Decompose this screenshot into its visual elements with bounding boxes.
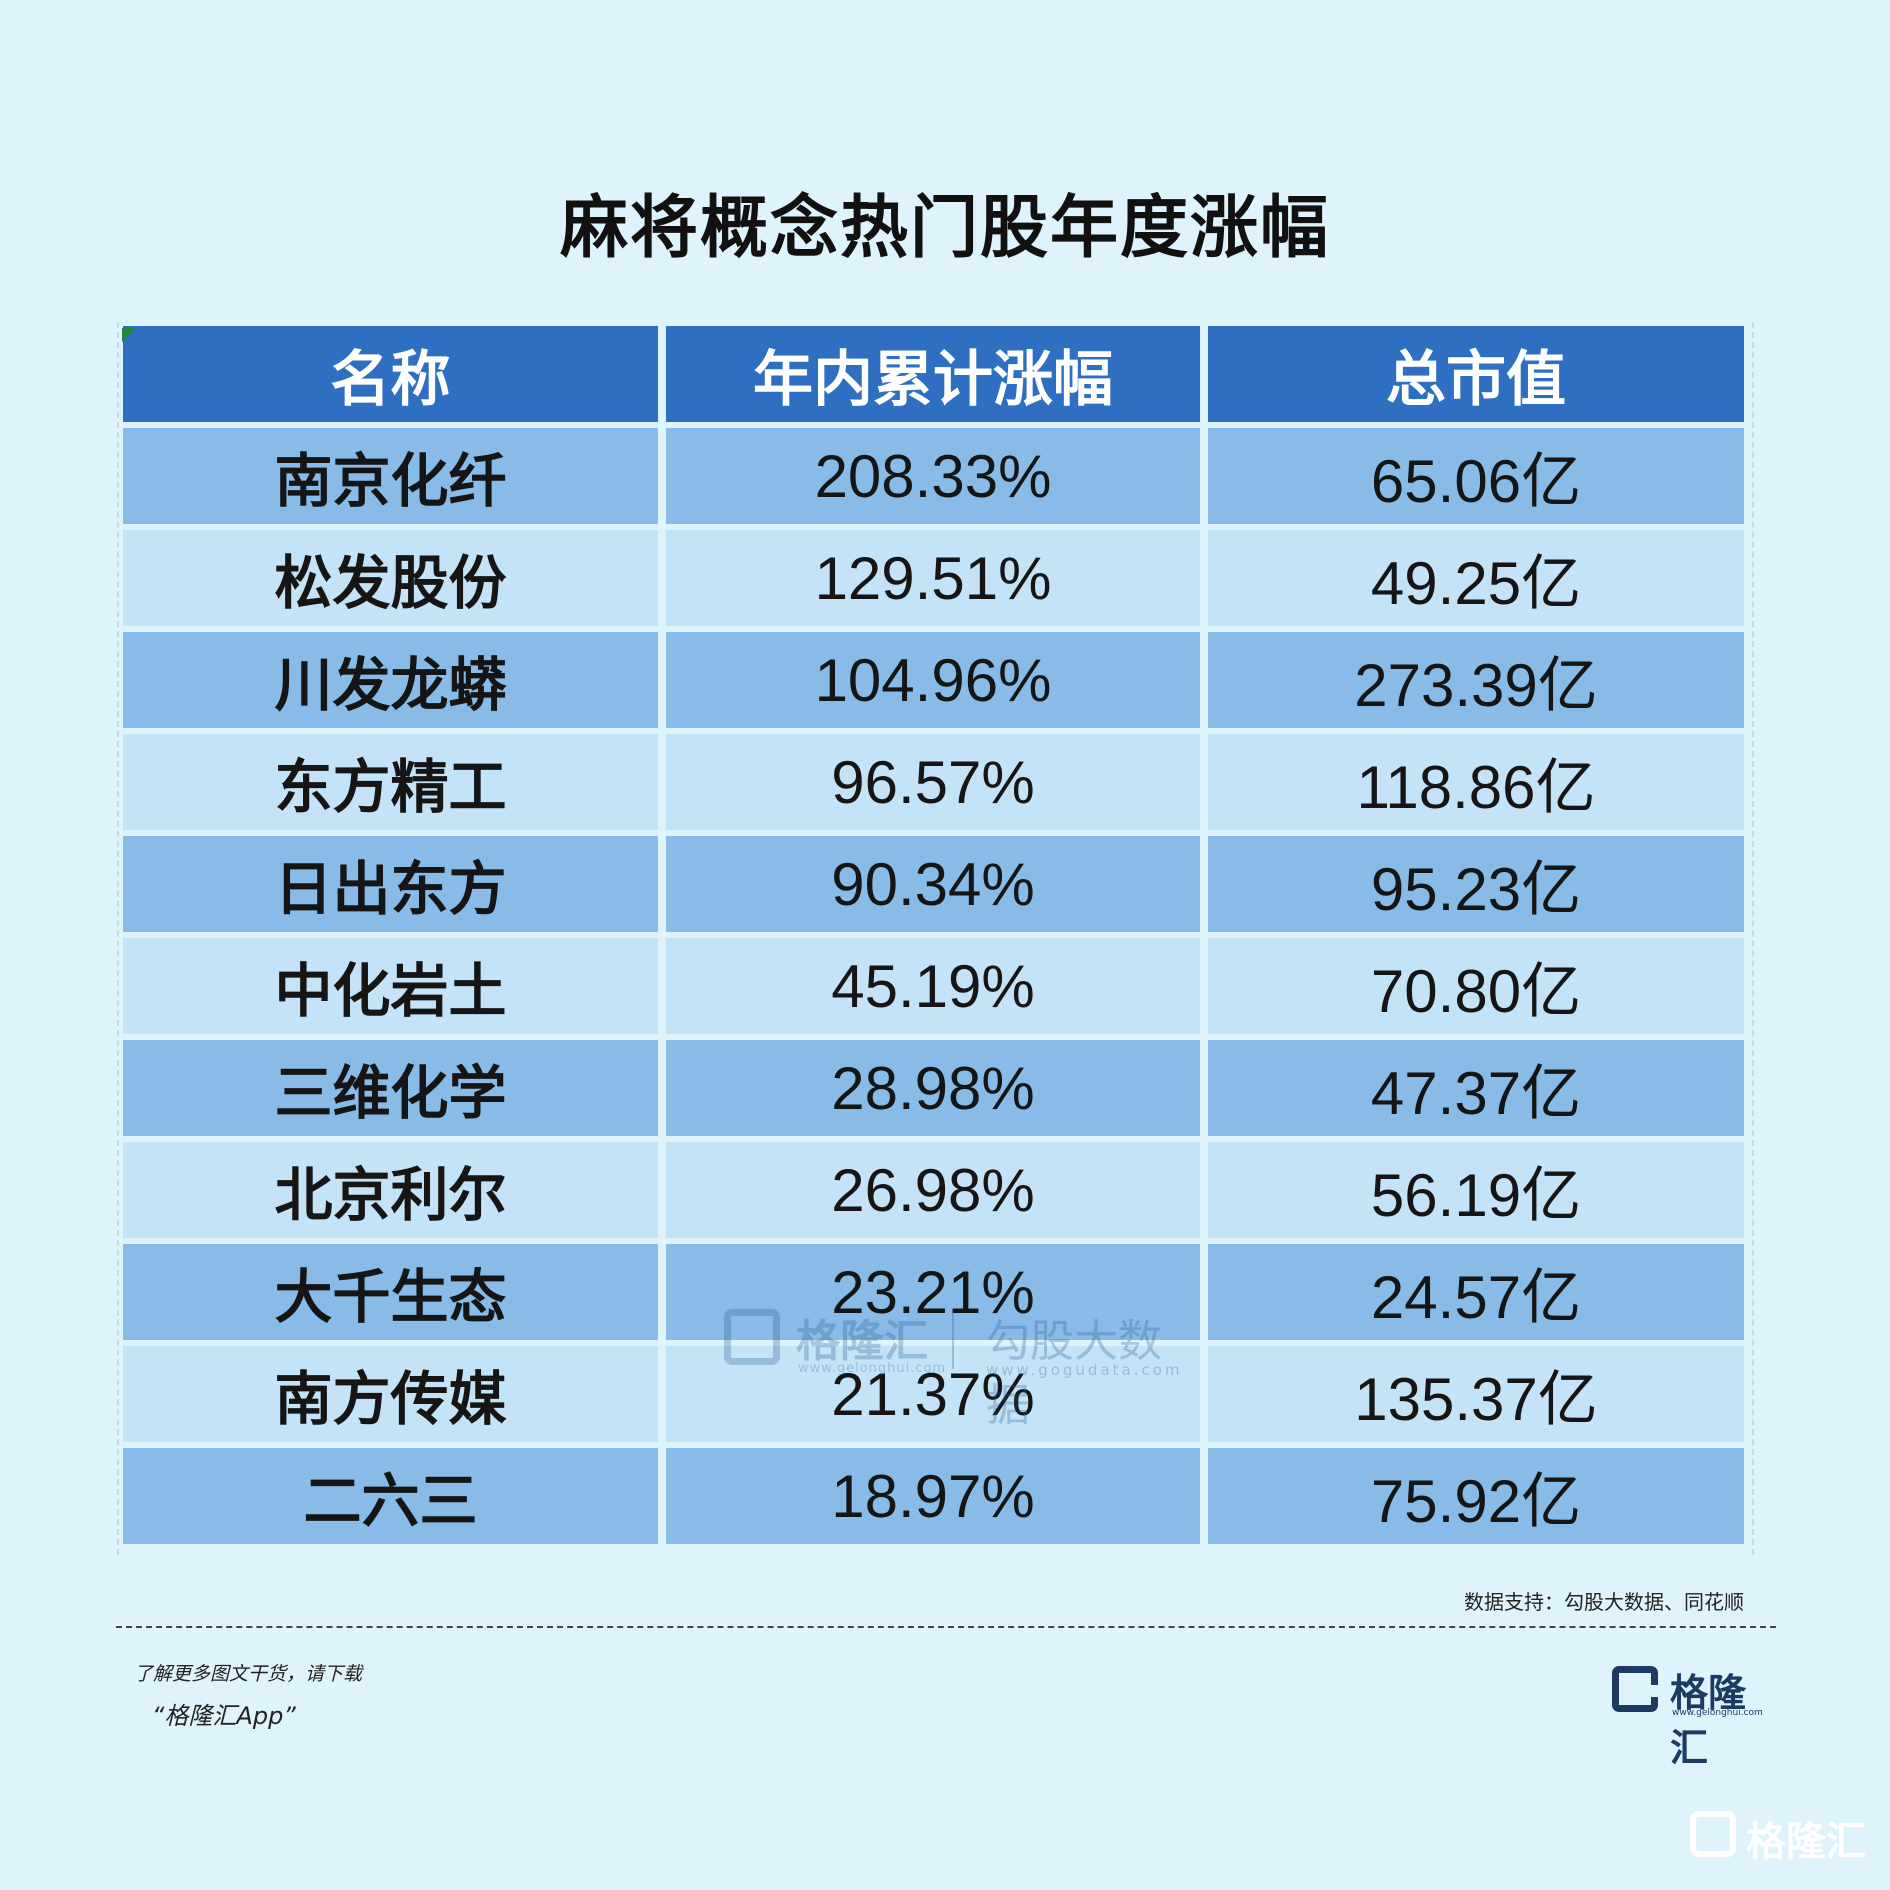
annual-gain-cell: 28.98%	[666, 1040, 1200, 1136]
stock-name-cell: 南京化纤	[123, 428, 658, 524]
stock-name-cell: 中化岩土	[123, 938, 658, 1034]
stock-name-cell: 二六三	[123, 1448, 658, 1544]
stock-name-cell: 松发股份	[123, 530, 658, 626]
cell-corner-marker	[122, 328, 136, 342]
table-row: 中化岩土 45.19% 70.80亿	[123, 938, 1744, 1034]
table-frame	[117, 322, 1754, 1555]
annual-gain-cell: 18.97%	[666, 1448, 1200, 1544]
annual-gain-cell: 90.34%	[666, 836, 1200, 932]
table-header-row: 名称 年内累计涨幅 总市值	[123, 326, 1744, 422]
annual-gain-cell: 23.21%	[666, 1244, 1200, 1340]
table-row: 大千生态 23.21% 24.57亿	[123, 1244, 1744, 1340]
market-cap-cell: 95.23亿	[1208, 836, 1744, 932]
stock-name-cell: 东方精工	[123, 734, 658, 830]
market-cap-cell: 47.37亿	[1208, 1040, 1744, 1136]
column-header: 总市值	[1208, 326, 1744, 422]
market-cap-cell: 56.19亿	[1208, 1142, 1744, 1238]
promo-app-name: “格隆汇App”	[152, 1702, 296, 1730]
annual-gain-cell: 104.96%	[666, 632, 1200, 728]
data-table: 名称 年内累计涨幅 总市值 南京化纤 208.33% 65.06亿 松发股份 129.5…	[115, 320, 1752, 1550]
table-row: 东方精工 96.57% 118.86亿	[123, 734, 1744, 830]
market-cap-cell: 135.37亿	[1208, 1346, 1744, 1442]
stock-name-cell: 三维化学	[123, 1040, 658, 1136]
annual-gain-cell: 26.98%	[666, 1142, 1200, 1238]
stock-name-cell: 大千生态	[123, 1244, 658, 1340]
brand-logo: 格隆汇 www.gelonghui.com	[1612, 1660, 1782, 1770]
annual-gain-cell: 45.19%	[666, 938, 1200, 1034]
corner-watermark-logo: 格隆汇	[1690, 1805, 1880, 1865]
annual-gain-cell: 129.51%	[666, 530, 1200, 626]
table-row: 二六三 18.97% 75.92亿	[123, 1448, 1744, 1544]
market-cap-cell: 65.06亿	[1208, 428, 1744, 524]
column-header: 年内累计涨幅	[666, 326, 1200, 422]
corner-logo-text: 格隆汇	[1746, 1819, 1866, 1865]
promo-text: 了解更多图文干货，请下载	[134, 1663, 363, 1685]
stock-name-cell: 南方传媒	[123, 1346, 658, 1442]
corner-logo-icon	[1690, 1811, 1736, 1857]
brand-logo-text: 格隆汇	[1670, 1671, 1747, 1770]
brand-logo-icon	[1612, 1666, 1658, 1712]
data-source-note: 数据支持：勾股大数据、同花顺	[1464, 1590, 1744, 1614]
annual-gain-cell: 21.37%	[666, 1346, 1200, 1442]
table-row: 松发股份 129.51% 49.25亿	[123, 530, 1744, 626]
market-cap-cell: 118.86亿	[1208, 734, 1744, 830]
market-cap-cell: 273.39亿	[1208, 632, 1744, 728]
table-row: 三维化学 28.98% 47.37亿	[123, 1040, 1744, 1136]
annual-gain-cell: 96.57%	[666, 734, 1200, 830]
table-row: 日出东方 90.34% 95.23亿	[123, 836, 1744, 932]
table-row: 南方传媒 21.37% 135.37亿	[123, 1346, 1744, 1442]
chart-title: 麻将概念热门股年度涨幅	[559, 189, 1330, 268]
table-row: 南京化纤 208.33% 65.06亿	[123, 428, 1744, 524]
market-cap-cell: 49.25亿	[1208, 530, 1744, 626]
market-cap-cell: 75.92亿	[1208, 1448, 1744, 1544]
column-header: 名称	[123, 326, 658, 422]
stock-name-cell: 北京利尔	[123, 1142, 658, 1238]
stock-name-cell: 川发龙蟒	[123, 632, 658, 728]
brand-logo-url: www.gelonghui.com	[1672, 1708, 1763, 1718]
table-row: 北京利尔 26.98% 56.19亿	[123, 1142, 1744, 1238]
annual-gain-cell: 208.33%	[666, 428, 1200, 524]
footer-divider	[116, 1626, 1776, 1628]
table-row: 川发龙蟒 104.96% 273.39亿	[123, 632, 1744, 728]
stock-name-cell: 日出东方	[123, 836, 658, 932]
market-cap-cell: 24.57亿	[1208, 1244, 1744, 1340]
market-cap-cell: 70.80亿	[1208, 938, 1744, 1034]
